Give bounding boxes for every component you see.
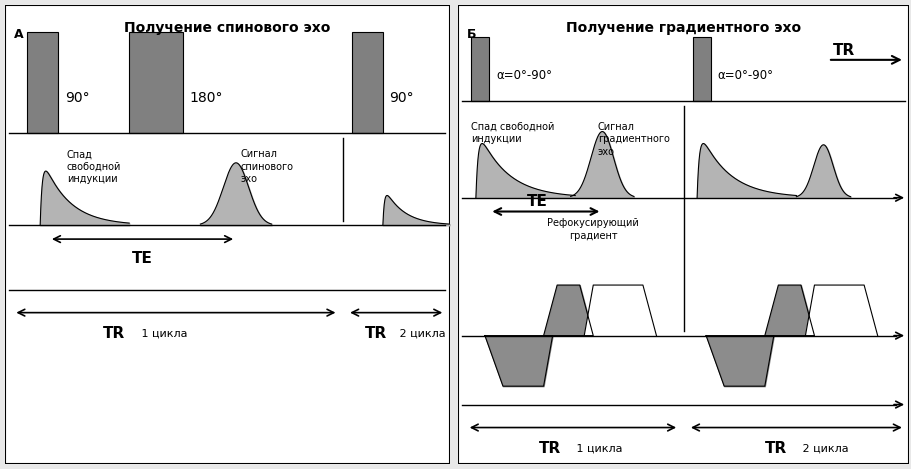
Text: Спад свободной
индукции: Спад свободной индукции xyxy=(471,122,554,144)
Text: TR: TR xyxy=(364,326,387,341)
Text: А: А xyxy=(14,28,23,41)
Text: Сигнал
спинового
эхо: Сигнал спинового эхо xyxy=(241,150,293,184)
Text: Б: Б xyxy=(466,28,476,41)
Text: 1 цикла: 1 цикла xyxy=(572,444,622,454)
Bar xyxy=(26,32,58,133)
Text: α=0°-90°: α=0°-90° xyxy=(496,69,551,82)
Text: Сигнал
градиентного
эхо: Сигнал градиентного эхо xyxy=(597,122,669,157)
Text: TR: TR xyxy=(764,441,786,456)
Bar xyxy=(129,32,182,133)
Text: TR: TR xyxy=(102,326,125,341)
Text: 1 цикла: 1 цикла xyxy=(138,329,188,339)
Text: Спад
свободной
индукции: Спад свободной индукции xyxy=(67,150,121,184)
Text: Рефокусирующий
градиент: Рефокусирующий градиент xyxy=(547,219,639,241)
Text: TE: TE xyxy=(132,250,153,265)
Text: Получение градиентного эхо: Получение градиентного эхо xyxy=(566,21,800,35)
Text: 2 цикла: 2 цикла xyxy=(395,329,445,339)
Text: TR: TR xyxy=(832,43,854,58)
Bar xyxy=(471,37,489,101)
Text: TE: TE xyxy=(526,194,547,209)
Text: 180°: 180° xyxy=(189,91,222,105)
Text: 2 цикла: 2 цикла xyxy=(798,444,847,454)
Bar xyxy=(691,37,710,101)
Text: Получение спинового эхо: Получение спинового эхо xyxy=(124,21,330,35)
Text: 90°: 90° xyxy=(65,91,89,105)
Text: α=0°-90°: α=0°-90° xyxy=(717,69,773,82)
Text: 90°: 90° xyxy=(389,91,414,105)
Bar xyxy=(352,32,383,133)
Text: TR: TR xyxy=(538,441,560,456)
